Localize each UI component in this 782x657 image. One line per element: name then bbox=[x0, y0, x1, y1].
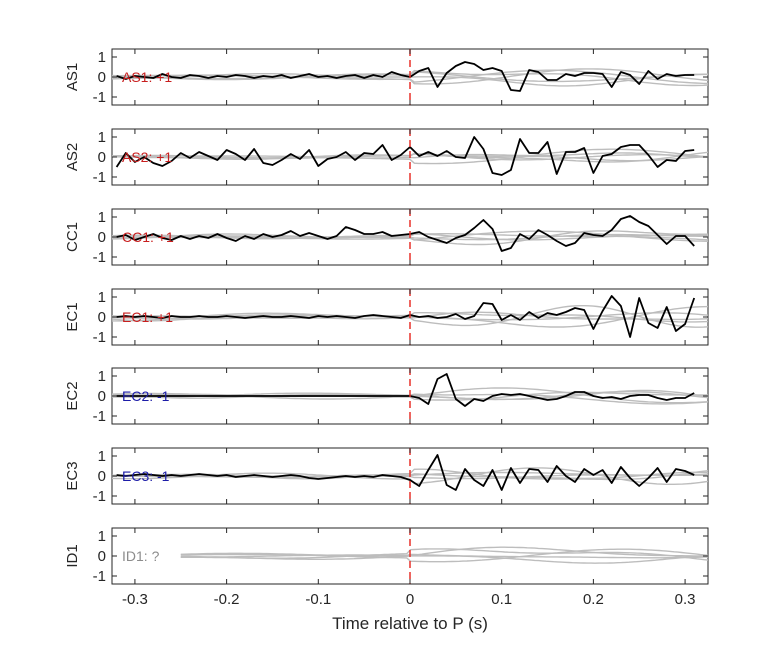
x-tick-label: 0 bbox=[406, 591, 414, 608]
y-tick-label: -1 bbox=[93, 329, 106, 346]
y-axis-label: ID1 bbox=[64, 544, 81, 567]
panel-ec3: EC3: -1 1 0 -1 EC3 bbox=[64, 447, 709, 505]
x-tick-label: 0.1 bbox=[491, 591, 512, 608]
y-tick-label: 1 bbox=[98, 368, 106, 385]
panel-annotation: AS1: +1 bbox=[122, 69, 172, 85]
y-tick-label: 1 bbox=[98, 448, 106, 465]
series-line-ec2 bbox=[116, 373, 695, 407]
y-tick-label: -1 bbox=[93, 169, 106, 186]
y-axis-label: CC1 bbox=[64, 222, 81, 252]
panel-annotation: EC3: -1 bbox=[122, 468, 170, 484]
y-tick-label: 0 bbox=[98, 229, 106, 246]
panel-annotation: EC2: -1 bbox=[122, 388, 170, 404]
y-axis-label: EC2 bbox=[64, 381, 81, 410]
y-tick-label: 1 bbox=[98, 528, 106, 545]
y-axis-label: EC3 bbox=[64, 461, 81, 490]
x-tick-label: -0.1 bbox=[305, 591, 331, 608]
y-tick-label: 1 bbox=[98, 289, 106, 306]
y-tick-label: -1 bbox=[93, 568, 106, 585]
x-axis-label: Time relative to P (s) bbox=[332, 614, 488, 633]
panel-as2: AS2: +1 1 0 -1 AS2 bbox=[64, 128, 709, 186]
panel-ec1: EC1: +1 1 0 -1 EC1 bbox=[64, 288, 709, 346]
y-tick-label: -1 bbox=[93, 488, 106, 505]
y-tick-label: 1 bbox=[98, 209, 106, 226]
series-line-as1 bbox=[116, 61, 695, 92]
panel-annotation: ID1: ? bbox=[122, 548, 160, 564]
background-trace bbox=[180, 548, 708, 561]
y-axis-label: EC1 bbox=[64, 302, 81, 331]
y-tick-label: 0 bbox=[98, 388, 106, 405]
x-tick-label: 0.2 bbox=[583, 591, 604, 608]
background-trace bbox=[112, 148, 708, 165]
y-tick-label: 1 bbox=[98, 129, 106, 146]
background-trace bbox=[180, 548, 708, 563]
y-axis-label: AS1 bbox=[64, 63, 81, 91]
x-tick-label: -0.2 bbox=[214, 591, 240, 608]
y-tick-label: -1 bbox=[93, 249, 106, 266]
plot-area bbox=[180, 546, 708, 564]
series-line-as2 bbox=[115, 136, 695, 176]
y-tick-label: -1 bbox=[93, 89, 106, 106]
y-axis-label: AS2 bbox=[64, 143, 81, 171]
y-tick-label: 0 bbox=[98, 309, 106, 326]
panel-ec2: EC2: -1 1 0 -1 EC2 bbox=[64, 367, 709, 425]
y-tick-label: 0 bbox=[98, 149, 106, 166]
panel-as1: AS1: +1 1 0 -1 AS1 bbox=[64, 48, 709, 106]
panel-annotation: EC1: +1 bbox=[122, 309, 173, 325]
background-trace bbox=[180, 553, 708, 559]
series-line-ec3 bbox=[116, 454, 695, 491]
series-line-ec1 bbox=[116, 295, 696, 338]
panel-annotation: AS2: +1 bbox=[122, 149, 172, 165]
y-tick-label: 0 bbox=[98, 69, 106, 86]
panel-annotation: CC1: +1 bbox=[122, 229, 174, 245]
x-tick-label: 0.3 bbox=[675, 591, 696, 608]
series-line-cc1 bbox=[116, 215, 695, 252]
x-tick-label: -0.3 bbox=[122, 591, 148, 608]
y-tick-label: 0 bbox=[98, 548, 106, 565]
y-tick-label: 0 bbox=[98, 468, 106, 485]
panel-cc1: CC1: +1 1 0 -1 CC1 bbox=[64, 208, 709, 266]
y-tick-label: -1 bbox=[93, 408, 106, 425]
panel-id1: ID1: ? 1 0 -1 ID1 -0.3 -0.2 -0.1 0 0.1 0.2 0.3 bbox=[64, 527, 709, 608]
y-tick-label: 1 bbox=[98, 49, 106, 66]
